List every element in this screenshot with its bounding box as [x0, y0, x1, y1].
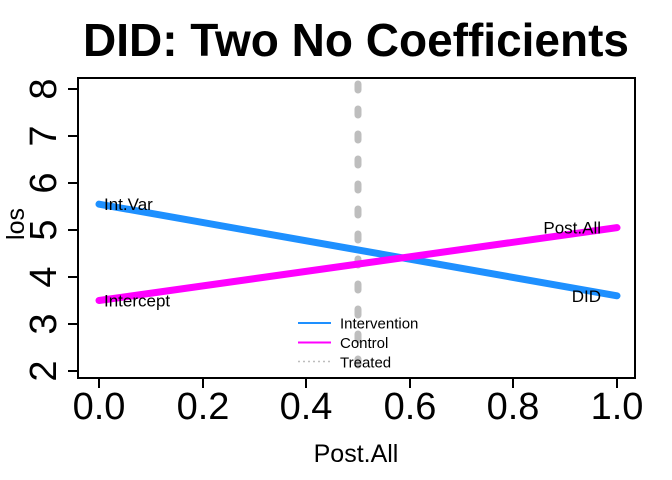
- legend-label-control: Control: [340, 335, 388, 352]
- x-tick-label: 0.8: [487, 386, 540, 428]
- annotation-did: DID: [572, 287, 601, 306]
- x-tick-label: 0.2: [177, 386, 230, 428]
- y-tick-label: 7: [23, 125, 65, 146]
- control-line: [95, 224, 621, 304]
- y-axis-ticks: [68, 88, 78, 372]
- y-axis-tick-labels: 2 3 4 5 6 7 8: [23, 78, 65, 381]
- annotation-intercept: Intercept: [104, 292, 170, 311]
- legend-label-treated: Treated: [340, 355, 391, 372]
- annotation-int-var: Int.Var: [104, 195, 153, 214]
- chart-title: DID: Two No Coefficients: [83, 14, 629, 66]
- x-tick-label: 0.4: [280, 386, 333, 428]
- x-tick-label: 1.0: [591, 386, 644, 428]
- y-tick-label: 3: [23, 313, 65, 334]
- x-tick-label: 0.6: [384, 386, 437, 428]
- legend-label-intervention: Intervention: [340, 316, 418, 333]
- y-tick-label: 5: [23, 219, 65, 240]
- plot-frame: [77, 77, 636, 379]
- x-axis-title: Post.All: [314, 440, 399, 468]
- y-tick-label: 2: [23, 360, 65, 381]
- x-axis-tick-labels: 0.0 0.2 0.4 0.6 0.8 1.0: [73, 386, 644, 428]
- annotation-post-all: Post.All: [543, 219, 601, 238]
- y-tick-label: 4: [23, 266, 65, 287]
- y-tick-label: 8: [23, 78, 65, 99]
- x-tick-label: 0.0: [73, 386, 126, 428]
- legend: Intervention Control Treated: [298, 316, 418, 372]
- intervention-line: [95, 200, 621, 300]
- y-tick-label: 6: [23, 172, 65, 193]
- y-axis-title: los: [2, 208, 30, 240]
- x-axis-ticks: [98, 378, 618, 388]
